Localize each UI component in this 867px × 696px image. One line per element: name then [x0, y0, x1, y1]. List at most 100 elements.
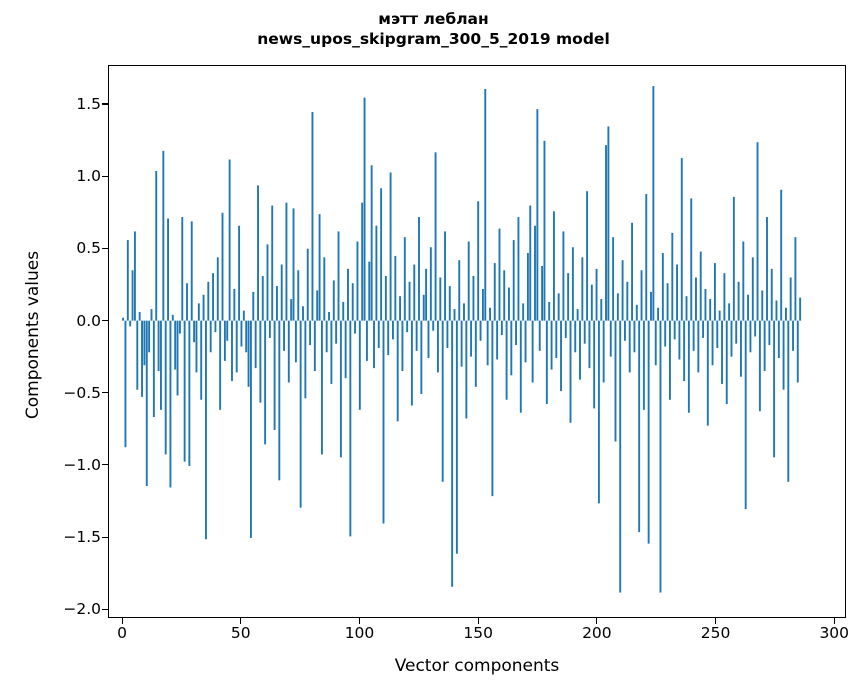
bar — [605, 145, 607, 321]
y-tick-label: 0.0 — [76, 311, 101, 330]
bar — [403, 237, 406, 321]
bar — [152, 320, 155, 418]
bar — [399, 296, 402, 321]
bar — [467, 241, 470, 321]
bar — [728, 303, 731, 321]
bar — [517, 217, 520, 321]
bar — [737, 281, 740, 321]
bar — [560, 320, 562, 392]
bar — [174, 320, 177, 370]
x-tick-label: 150 — [463, 624, 493, 642]
bar — [695, 277, 697, 321]
bar — [536, 109, 539, 321]
bar — [758, 320, 761, 412]
bar — [415, 320, 418, 351]
bar — [730, 320, 733, 357]
bar — [384, 276, 387, 321]
bar — [531, 320, 534, 383]
bar — [621, 260, 624, 321]
bar — [368, 261, 371, 321]
bar — [176, 320, 179, 396]
bar — [167, 218, 170, 321]
bar — [287, 320, 290, 383]
bar — [493, 263, 496, 321]
bar — [365, 320, 368, 361]
bar — [569, 320, 572, 423]
bar — [271, 205, 274, 321]
bar — [787, 320, 790, 482]
y-tick-mark — [101, 175, 108, 177]
bar — [264, 320, 267, 445]
bar — [500, 320, 503, 336]
x-tick-labels: 0 50 100 150 200 250 300 — [0, 624, 867, 650]
bar — [491, 320, 494, 497]
bar — [773, 320, 776, 458]
bar — [375, 225, 378, 321]
x-tick-mark — [240, 617, 242, 624]
bar — [257, 185, 259, 321]
bar — [401, 320, 404, 371]
bar — [474, 320, 477, 387]
bar — [178, 320, 181, 334]
bar — [789, 277, 792, 321]
bar — [380, 188, 383, 321]
bar — [775, 300, 778, 321]
bar — [311, 112, 314, 321]
bar — [768, 320, 771, 346]
bar — [631, 222, 634, 321]
bar — [470, 320, 473, 357]
bar — [666, 283, 669, 321]
bar — [448, 286, 451, 321]
bar — [299, 320, 302, 508]
bar — [344, 320, 347, 379]
y-tick-label: −0.5 — [63, 383, 101, 402]
bar — [351, 283, 354, 321]
bar — [197, 303, 200, 321]
bar — [486, 320, 489, 366]
bar — [526, 253, 529, 321]
bar — [510, 320, 513, 376]
bar — [290, 299, 293, 321]
bar — [735, 320, 738, 344]
y-tick-mark — [101, 103, 108, 105]
bar — [747, 294, 750, 321]
bar — [347, 268, 349, 321]
bar — [796, 320, 799, 383]
bar — [659, 320, 662, 593]
bar — [792, 320, 794, 351]
bar — [763, 320, 766, 371]
bar — [586, 191, 589, 321]
bar — [723, 273, 726, 321]
bar — [676, 264, 678, 321]
y-tick-label: 1.5 — [76, 94, 101, 113]
bar — [496, 320, 499, 360]
bar — [626, 281, 629, 321]
bar — [538, 320, 541, 351]
bar — [799, 297, 802, 321]
bar — [687, 320, 690, 413]
bar — [600, 299, 603, 321]
bar — [363, 97, 366, 321]
bar — [545, 320, 548, 405]
bar — [313, 320, 316, 371]
chart-title-line1: мэтт леблан — [378, 10, 489, 28]
bar — [245, 320, 248, 353]
bar — [342, 301, 345, 321]
bar — [280, 264, 283, 321]
bar — [642, 320, 645, 410]
y-tick-label: −1.0 — [63, 455, 101, 474]
bar — [133, 231, 136, 321]
bar — [432, 320, 435, 331]
bar — [181, 217, 184, 321]
x-tick-label: 50 — [230, 624, 251, 642]
bar — [749, 320, 752, 353]
bar — [302, 306, 304, 321]
bar — [668, 320, 671, 400]
bar — [145, 320, 148, 487]
bar — [754, 320, 757, 337]
y-axis-label: Components values — [23, 250, 43, 420]
x-tick-label: 300 — [819, 624, 850, 642]
bar — [259, 320, 262, 403]
bar — [583, 320, 586, 344]
bar — [387, 320, 390, 356]
